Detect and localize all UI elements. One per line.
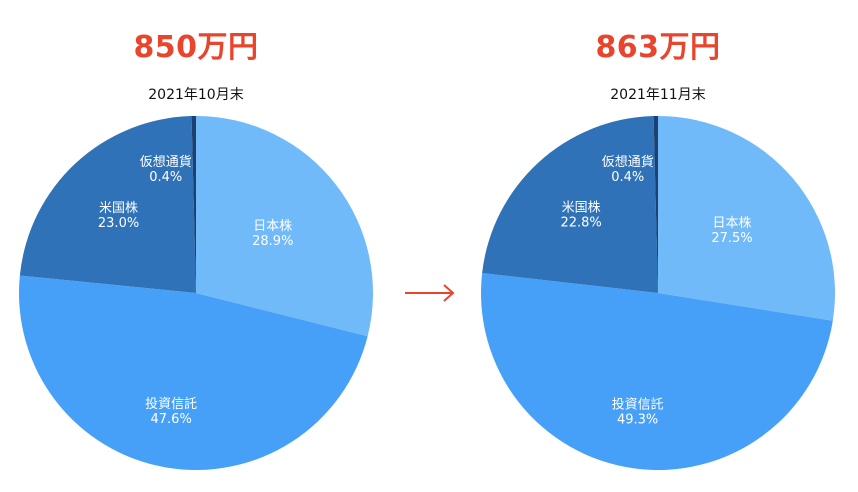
slice-label-crypto: 仮想通貨 (602, 154, 654, 170)
pie-slice-crypto (191, 116, 196, 293)
pie-slice-japan-stocks (196, 116, 373, 337)
pie-slice-mutual-funds (19, 275, 368, 470)
slice-label-crypto: 仮想通貨 (140, 154, 192, 170)
pie-slice-mutual-funds (481, 273, 833, 471)
slice-label-mutual-funds: 投資信託 (145, 396, 197, 412)
slice-label-us-stocks: 米国株 (99, 201, 138, 216)
slice-label-japan-stocks: 日本株 (253, 219, 292, 234)
right-arrow-icon (405, 284, 455, 302)
slice-label-japan-stocks: 日本株 (713, 216, 752, 231)
chart-title-after: 2021年11月末 (610, 87, 706, 103)
slice-value-japan-stocks: 27.5% (711, 231, 752, 246)
total-amount-after: 863万円 (595, 30, 721, 65)
pie-slice-japan-stocks (658, 116, 835, 321)
total-amount-before: 850万円 (133, 30, 259, 65)
slice-label-us-stocks: 米国株 (562, 201, 601, 216)
pie-slice-crypto (653, 116, 658, 293)
pie-slice-us-stocks (19, 116, 196, 294)
slice-label-mutual-funds: 投資信託 (612, 397, 664, 413)
slice-value-mutual-funds: 49.3% (617, 413, 658, 428)
slice-value-us-stocks: 23.0% (98, 216, 139, 231)
slice-value-mutual-funds: 47.6% (151, 412, 192, 427)
slice-value-japan-stocks: 28.9% (252, 234, 293, 249)
chart-title-before: 2021年10月末 (148, 87, 244, 103)
slice-value-us-stocks: 22.8% (560, 216, 601, 231)
pie-slice-us-stocks (482, 116, 658, 293)
slice-value-crypto: 0.4% (611, 170, 644, 185)
slice-value-crypto: 0.4% (149, 170, 182, 185)
